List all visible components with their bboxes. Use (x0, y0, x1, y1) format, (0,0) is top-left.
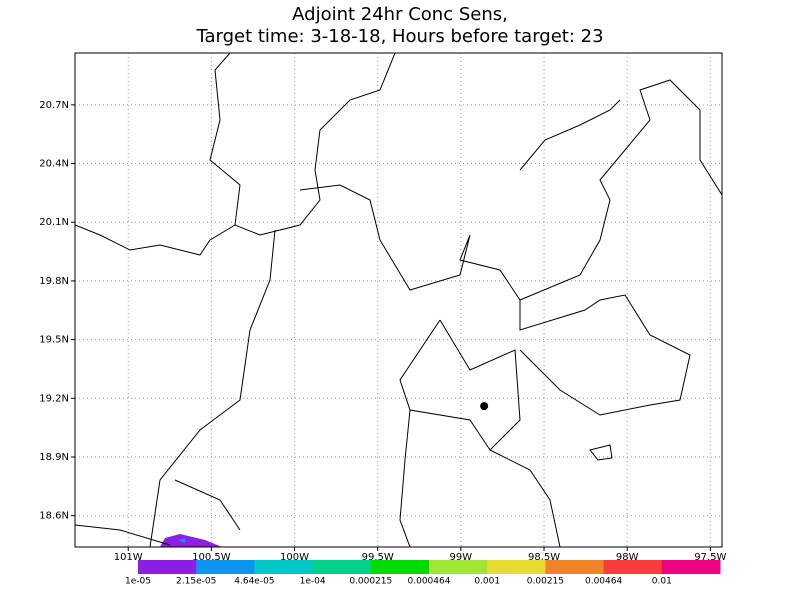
y-tick-label: 19.2N (39, 393, 69, 404)
colorbar-swatch (661, 560, 721, 574)
colorbar-label: 0.000215 (349, 577, 392, 587)
colorbar-label: 0.00215 (527, 577, 564, 587)
border (209, 53, 241, 226)
x-tick-label: 100W (280, 552, 309, 563)
border (299, 184, 691, 416)
x-tick-label: 101W (114, 552, 143, 563)
title-line: Target time: 3-18-18, Hours before targe… (195, 26, 603, 47)
colorbar-swatch (370, 560, 430, 574)
colorbar-label: 0.001 (474, 577, 500, 587)
y-tick-label: 19.5N (39, 335, 69, 346)
x-tick-label: 100.5W (192, 552, 231, 563)
map-layer (75, 53, 722, 547)
x-tick-label: 97.5W (694, 552, 726, 563)
x-tick-label: 99W (450, 552, 473, 563)
x-tick-label: 98.5W (528, 552, 560, 563)
y-tick-label: 20.7N (39, 100, 69, 111)
border (519, 79, 722, 301)
border (75, 53, 396, 256)
border (589, 444, 613, 461)
colorbar-swatch (138, 560, 197, 574)
colorbar-label: 4.64e-05 (234, 577, 274, 587)
colorbar-swatch (312, 560, 372, 574)
sensitivity-area (178, 538, 186, 543)
y-tick-label: 18.9N (39, 452, 69, 463)
colorbar-swatch (196, 560, 255, 574)
colorbar-swatch (429, 560, 488, 574)
border (519, 99, 621, 171)
border (174, 479, 241, 531)
y-tick-label: 20.1N (39, 217, 69, 228)
plot-frame (74, 52, 723, 548)
x-tick-label: 98W (616, 552, 639, 563)
border (399, 409, 411, 547)
y-tick-label: 18.6N (39, 511, 69, 522)
colorbar-label: 2.15e-05 (176, 577, 216, 587)
colorbar-swatch (487, 560, 546, 574)
colorbar-label: 0.00464 (585, 577, 622, 587)
y-tick-label: 19.8N (39, 276, 69, 287)
site-marker (480, 402, 489, 411)
colorbar-label: 1e-05 (125, 577, 151, 587)
colorbar-label: 1e-04 (300, 577, 326, 587)
border (149, 229, 276, 547)
border (75, 524, 171, 546)
y-tick-label: 20.4N (39, 159, 69, 170)
colorbar-swatch (545, 560, 605, 574)
border (489, 449, 561, 547)
colorbar-label: 0.01 (652, 577, 672, 587)
border (399, 319, 521, 451)
x-tick-label: 99.5W (362, 552, 394, 563)
sensitivity-area (160, 534, 222, 547)
colorbar-label: 0.000464 (408, 577, 451, 587)
colorbar-swatch (603, 560, 663, 574)
title-line: Adjoint 24hr Conc Sens, (292, 4, 508, 25)
colorbar-swatch (254, 560, 314, 574)
grid (75, 53, 722, 547)
